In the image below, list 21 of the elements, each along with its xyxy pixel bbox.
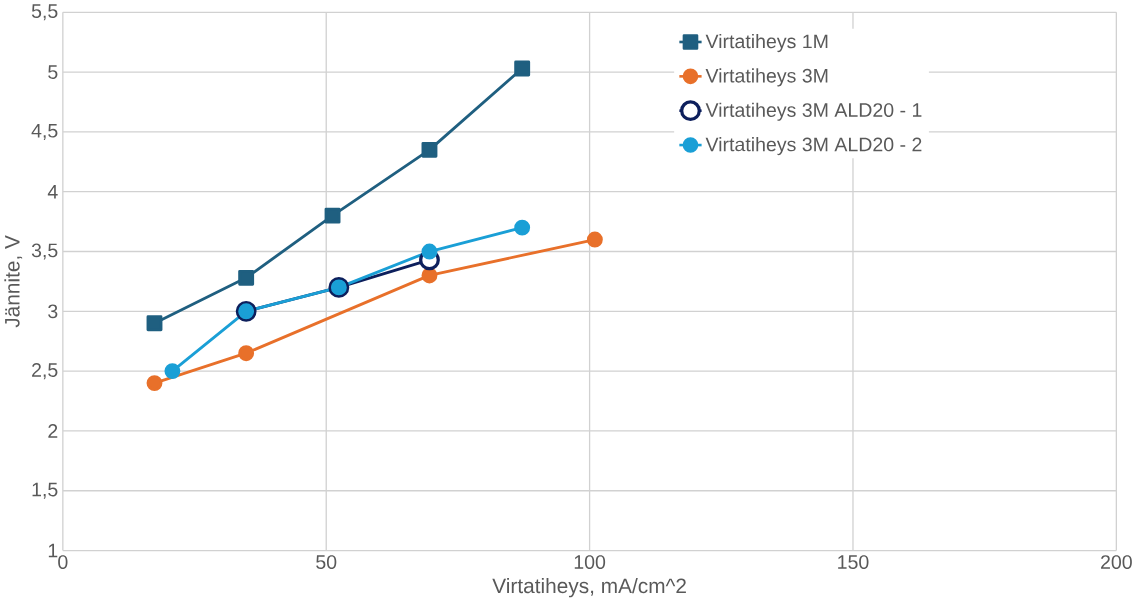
- y-tick-label: 5,5: [31, 4, 58, 21]
- legend-label: Virtatiheys 3M ALD20 - 1: [705, 102, 922, 122]
- legend-label: Virtatiheys 3M ALD20 - 2: [705, 137, 922, 156]
- x-tick-label: 150: [838, 555, 869, 570]
- legend-label: Virtatiheys 1M: [705, 34, 828, 53]
- y-tick-label: 1: [48, 543, 58, 558]
- y-tick-label: 4: [47, 185, 58, 199]
- y-tick-label: 1,5: [32, 482, 58, 499]
- x-axis-title: Virtatiheys, mA/cm^2: [492, 578, 686, 598]
- y-tick-label: 3,5: [31, 243, 58, 260]
- x-tick-label: 50: [316, 555, 337, 570]
- x-tick-label: 0: [58, 555, 68, 570]
- y-tick-label: 3: [48, 304, 58, 319]
- y-tick-label: 5: [48, 65, 58, 80]
- y-tick-label: 4,5: [31, 124, 58, 141]
- y-tick-label: 2: [48, 424, 58, 438]
- y-axis-title: Jännite, V: [4, 235, 23, 328]
- legend-label: Virtatiheys 3M: [705, 68, 828, 87]
- y-tick-label: 2,5: [32, 363, 58, 380]
- x-tick-label: 100: [574, 555, 606, 570]
- x-tick-label: 200: [1101, 555, 1132, 570]
